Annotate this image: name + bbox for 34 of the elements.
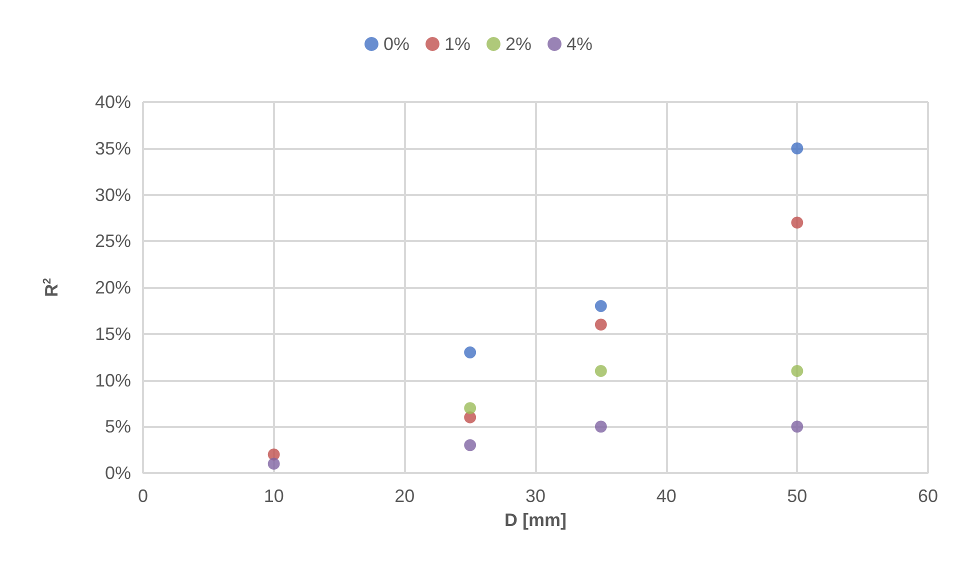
y-tick-label: 40% xyxy=(94,92,131,112)
point xyxy=(464,402,476,414)
x-axis-title: D [mm] xyxy=(504,510,566,530)
legend-label: 1% xyxy=(444,34,470,54)
y-tick-label: 5% xyxy=(104,416,131,437)
point xyxy=(464,346,476,358)
x-tick-label: 20 xyxy=(394,486,415,506)
y-tick-label: 35% xyxy=(94,138,131,158)
y-tick-label: 15% xyxy=(94,324,131,344)
point xyxy=(594,318,607,331)
x-tick-label: 40 xyxy=(656,486,676,506)
y-tick-label: 0% xyxy=(104,463,131,483)
x-tick-label: 50 xyxy=(787,486,808,506)
point xyxy=(464,439,476,452)
point xyxy=(791,364,804,377)
y-tick-label: 30% xyxy=(94,184,131,205)
legend-label: 0% xyxy=(383,34,410,54)
x-tick-label: 30 xyxy=(525,486,546,506)
y-axis-title: R2 xyxy=(42,278,62,298)
point xyxy=(594,364,607,377)
point xyxy=(791,216,804,229)
point xyxy=(594,420,607,433)
y-tick-label: 25% xyxy=(94,231,131,252)
legend-label: 2% xyxy=(506,34,532,54)
point xyxy=(594,300,607,312)
point xyxy=(268,458,280,470)
x-tick-label: 0 xyxy=(138,486,148,506)
point xyxy=(791,420,804,433)
legend-label: 4% xyxy=(566,34,593,54)
y-tick-label: 20% xyxy=(94,278,131,298)
point xyxy=(791,142,804,154)
x-tick-label: 60 xyxy=(918,486,938,506)
y-tick-label: 10% xyxy=(94,370,131,390)
x-tick-label: 10 xyxy=(264,486,284,506)
